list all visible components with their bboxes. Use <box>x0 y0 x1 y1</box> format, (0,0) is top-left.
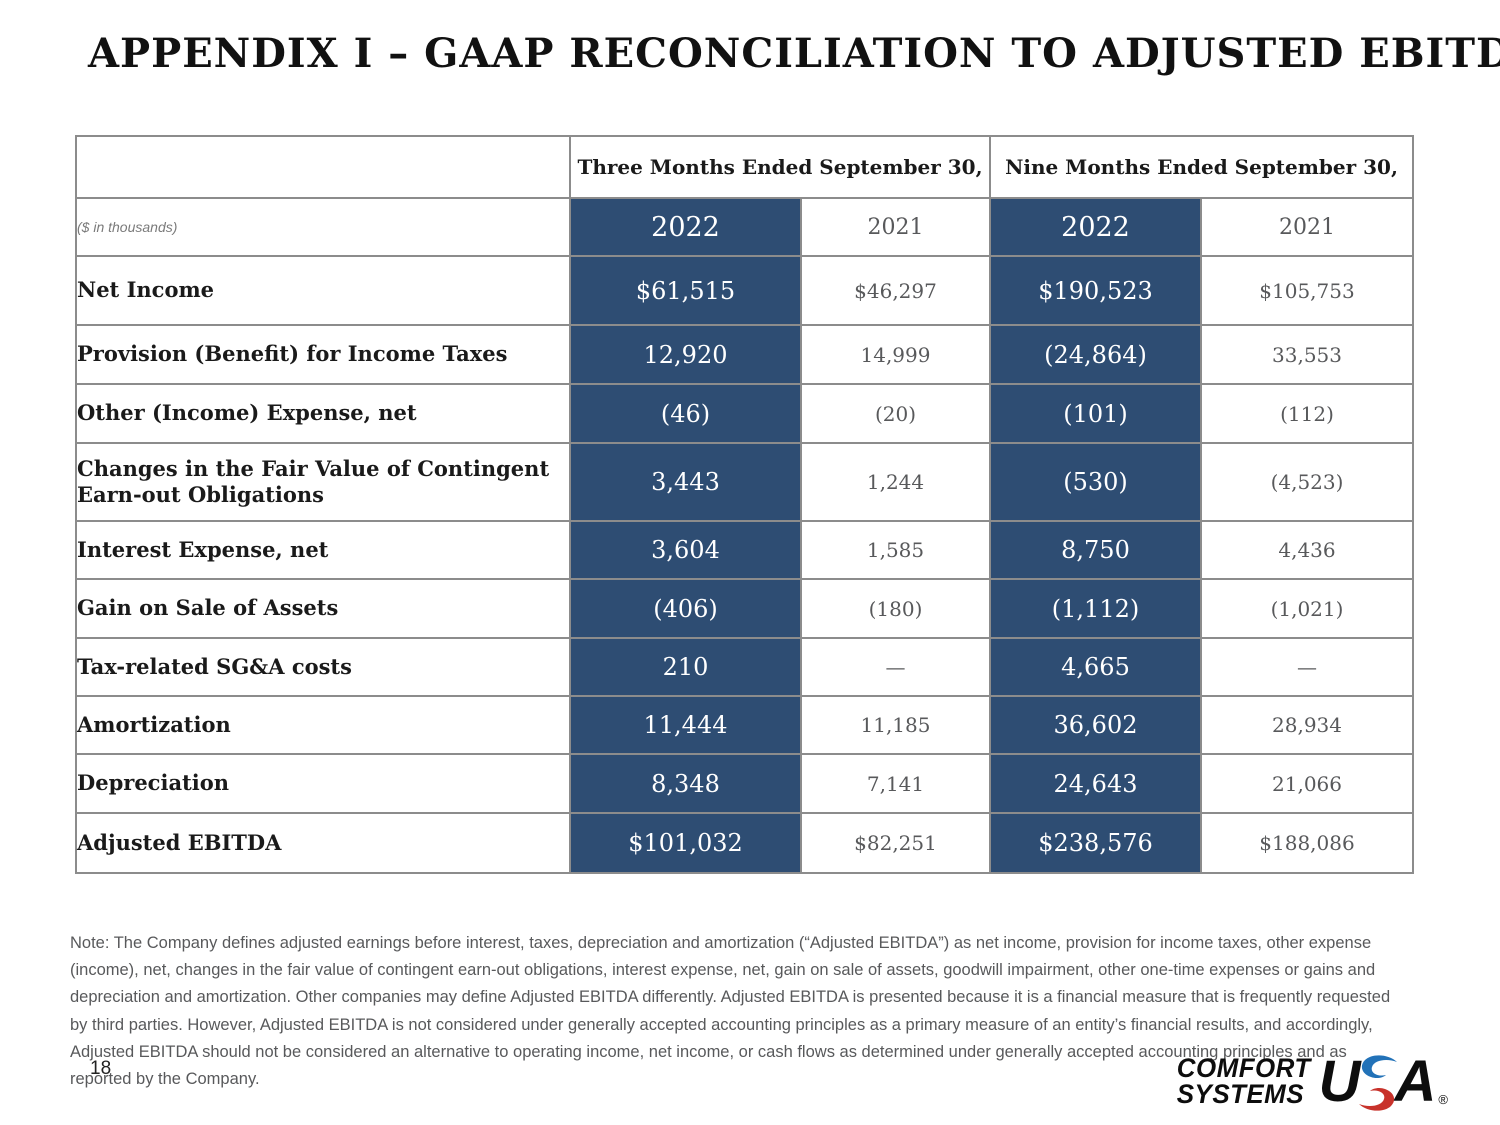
year-header-2022-q3: 2022 <box>569 197 802 257</box>
units-label: ($ in thousands) <box>75 197 571 257</box>
table-row: Changes in the Fair Value of Contingent … <box>75 442 1415 522</box>
row-label: Gain on Sale of Assets <box>75 578 571 639</box>
cell-value: (1,112) <box>989 578 1202 639</box>
cell-value: (1,021) <box>1199 578 1415 639</box>
comfort-systems-usa-logo: COMFORT SYSTEMS U A ® <box>1174 1053 1448 1111</box>
row-label: Amortization <box>75 695 571 755</box>
year-header-2021-ytd: 2021 <box>1199 197 1415 257</box>
table-row: Net Income $61,515 $46,297 $190,523 $105… <box>75 255 1415 326</box>
cell-value: 12,920 <box>569 324 802 385</box>
cell-value: 210 <box>569 637 802 697</box>
year-header-2021-q3: 2021 <box>800 197 991 257</box>
logo-usa: U A <box>1318 1049 1437 1114</box>
group-header-nine-months: Nine Months Ended September 30, <box>988 135 1415 199</box>
logo-letter-u: U <box>1318 1049 1361 1114</box>
logo-swoosh-s-icon <box>1358 1055 1397 1111</box>
cell-value: (180) <box>800 578 991 639</box>
cell-value: 4,436 <box>1199 520 1415 580</box>
table-row: Provision (Benefit) for Income Taxes 12,… <box>75 324 1415 385</box>
cell-value: (4,523) <box>1199 442 1415 522</box>
cell-value: 1,244 <box>800 442 991 522</box>
cell-value: 11,185 <box>800 695 991 755</box>
table-row: Other (Income) Expense, net (46) (20) (1… <box>75 383 1415 444</box>
cell-value: $46,297 <box>800 255 991 326</box>
cell-value: 11,444 <box>569 695 802 755</box>
cell-value: (406) <box>569 578 802 639</box>
cell-value: — <box>800 637 991 697</box>
gaap-reconciliation-table: Three Months Ended September 30, Nine Mo… <box>75 135 1415 874</box>
cell-value: (20) <box>800 383 991 444</box>
cell-value: (530) <box>989 442 1202 522</box>
cell-value: $101,032 <box>569 812 802 874</box>
cell-value: 24,643 <box>989 753 1202 814</box>
cell-value: (24,864) <box>989 324 1202 385</box>
table-row: Depreciation 8,348 7,141 24,643 21,066 <box>75 753 1415 814</box>
cell-value: (46) <box>569 383 802 444</box>
cell-value: 21,066 <box>1199 753 1415 814</box>
row-label: Other (Income) Expense, net <box>75 383 571 444</box>
cell-value: — <box>1199 637 1415 697</box>
cell-value: 1,585 <box>800 520 991 580</box>
table-row: Adjusted EBITDA $101,032 $82,251 $238,57… <box>75 812 1415 874</box>
group-header-three-months: Three Months Ended September 30, <box>569 135 991 199</box>
cell-value: 7,141 <box>800 753 991 814</box>
logo-line-comfort: COMFORT <box>1176 1053 1311 1084</box>
cell-value: $238,576 <box>989 812 1202 874</box>
row-label: Tax-related SG&A costs <box>75 637 571 697</box>
year-header-2022-ytd: 2022 <box>989 197 1202 257</box>
logo-wordmark: COMFORT SYSTEMS <box>1176 1053 1311 1109</box>
row-label: Changes in the Fair Value of Contingent … <box>75 442 571 522</box>
group-header-row: Three Months Ended September 30, Nine Mo… <box>75 135 1415 199</box>
logo-letter-a: A <box>1394 1049 1437 1114</box>
cell-value: $82,251 <box>800 812 991 874</box>
year-header-row: ($ in thousands) 2022 2021 2022 2021 <box>75 197 1415 257</box>
blank-cell <box>75 135 571 199</box>
cell-value: 14,999 <box>800 324 991 385</box>
cell-value: (112) <box>1199 383 1415 444</box>
cell-value: $105,753 <box>1199 255 1415 326</box>
footnote: Note: The Company defines adjusted earni… <box>70 934 1391 1089</box>
cell-value: 3,443 <box>569 442 802 522</box>
page-title: APPENDIX I – GAAP RECONCILIATION TO ADJU… <box>88 30 1500 77</box>
row-label: Provision (Benefit) for Income Taxes <box>75 324 571 385</box>
cell-value: 4,665 <box>989 637 1202 697</box>
cell-value: $61,515 <box>569 255 802 326</box>
cell-value: (101) <box>989 383 1202 444</box>
cell-value: 36,602 <box>989 695 1202 755</box>
cell-value: $188,086 <box>1199 812 1415 874</box>
table-row: Tax-related SG&A costs 210 — 4,665 — <box>75 637 1415 697</box>
page-number: 18 <box>90 1058 112 1079</box>
table-row: Interest Expense, net 3,604 1,585 8,750 … <box>75 520 1415 580</box>
table-row: Gain on Sale of Assets (406) (180) (1,11… <box>75 578 1415 639</box>
row-label: Depreciation <box>75 753 571 814</box>
cell-value: $190,523 <box>989 255 1202 326</box>
cell-value: 8,750 <box>989 520 1202 580</box>
row-label: Interest Expense, net <box>75 520 571 580</box>
table-row: Amortization 11,444 11,185 36,602 28,934 <box>75 695 1415 755</box>
cell-value: 3,604 <box>569 520 802 580</box>
logo-line-systems: SYSTEMS <box>1176 1079 1305 1109</box>
row-label: Net Income <box>75 255 571 326</box>
registered-trademark-icon: ® <box>1438 1092 1448 1107</box>
cell-value: 8,348 <box>569 753 802 814</box>
row-label: Adjusted EBITDA <box>75 812 571 874</box>
cell-value: 28,934 <box>1199 695 1415 755</box>
cell-value: 33,553 <box>1199 324 1415 385</box>
